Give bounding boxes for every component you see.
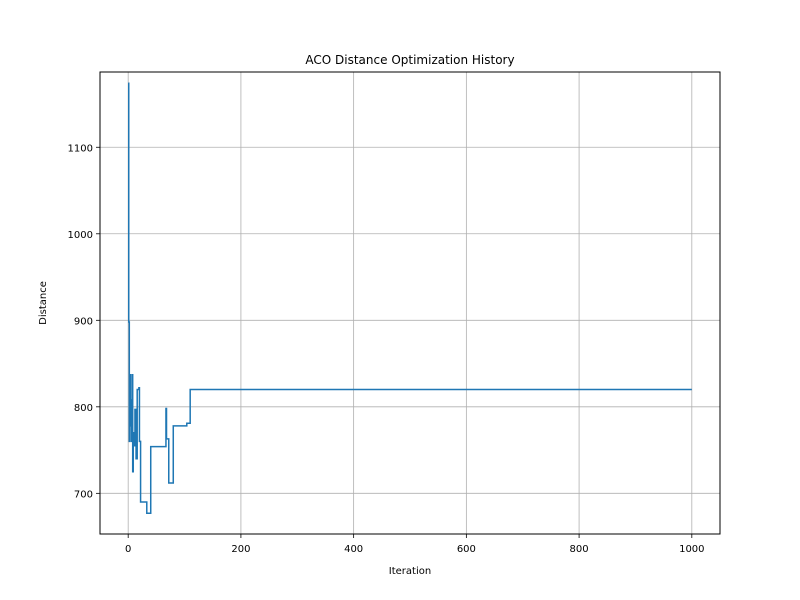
y-tick-label: 1100 bbox=[68, 143, 93, 154]
series-line bbox=[128, 82, 692, 514]
chart-title: ACO Distance Optimization History bbox=[305, 53, 514, 67]
axis-ticks: 0 200 400 600 800 1000 700 800 900 1000 1100 bbox=[68, 143, 705, 555]
plot-frame bbox=[99, 71, 721, 535]
series-layer bbox=[128, 82, 692, 514]
y-tick-label: 1000 bbox=[68, 230, 93, 241]
y-tick-label: 800 bbox=[74, 403, 93, 414]
x-tick-label: 200 bbox=[231, 544, 250, 555]
x-tick-label: 600 bbox=[457, 544, 476, 555]
x-tick-label: 0 bbox=[125, 544, 131, 555]
grid-lines bbox=[100, 72, 720, 534]
x-tick-label: 400 bbox=[344, 544, 363, 555]
x-axis-label: Iteration bbox=[389, 566, 431, 577]
y-tick-label: 900 bbox=[74, 316, 93, 327]
y-tick-label: 700 bbox=[74, 489, 93, 500]
x-tick-label: 800 bbox=[570, 544, 589, 555]
x-tick-label: 1000 bbox=[679, 544, 704, 555]
y-axis-label: Distance bbox=[38, 281, 49, 325]
